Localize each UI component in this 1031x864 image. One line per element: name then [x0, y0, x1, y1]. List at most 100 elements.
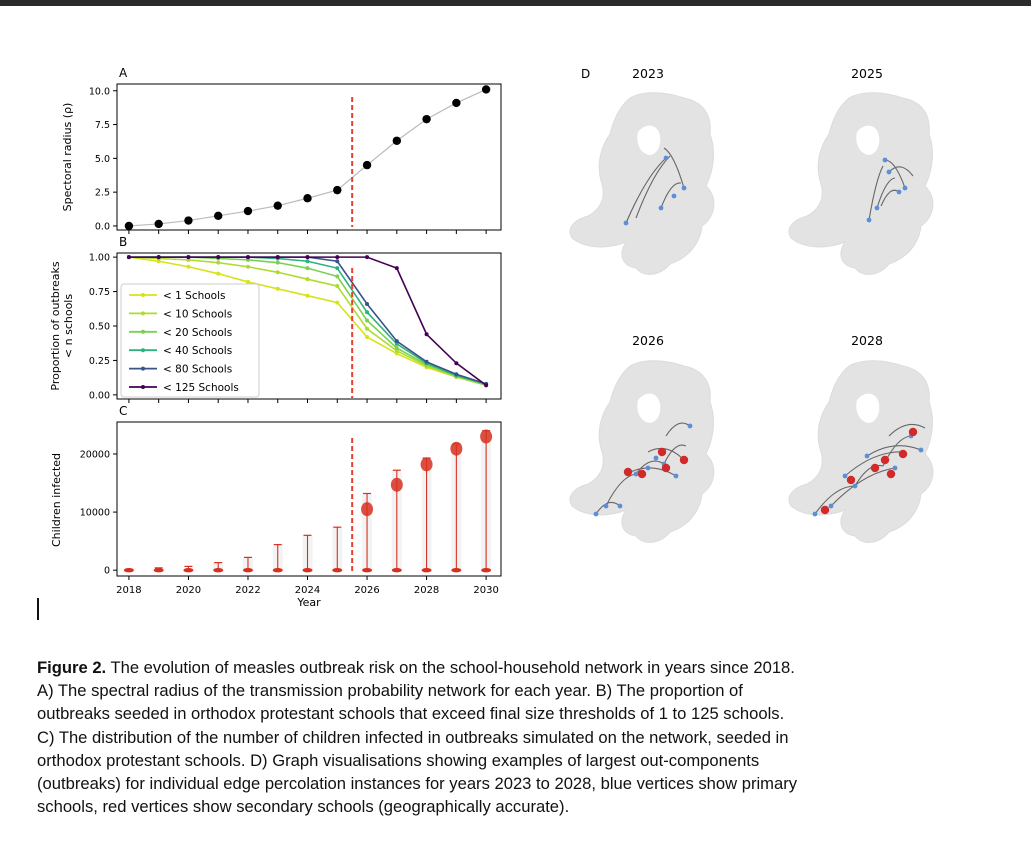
- panel-b-series-5-point-2027: [394, 266, 399, 271]
- figure-caption: Figure 2. The evolution of measles outbr…: [37, 656, 997, 818]
- panel-c-violin-mode-2028: [420, 457, 433, 472]
- panel-c-violin-base-2025: [332, 567, 343, 573]
- panel-b-series-5-point-2030: [484, 383, 489, 388]
- legend-label-4: < 80 Schools: [163, 364, 232, 376]
- panel-b-series-3-point-2027: [394, 341, 399, 346]
- panel-a-point-2029: [452, 98, 461, 108]
- panel-c-xtick-label-0: 2018: [116, 585, 141, 596]
- map-2023-edge-0: [625, 157, 667, 224]
- panel-b-series-2-point-2023: [275, 260, 280, 265]
- panel-b-proportion: 0.00 0.25 0.50 0.75 1.00: [89, 252, 502, 403]
- panel-c-xtick-label-3: 2024: [295, 585, 320, 596]
- map-2023: [569, 92, 715, 275]
- map-2026-primary-node-4: [673, 473, 679, 479]
- panel-c-ytick-label-1: 10000: [80, 508, 110, 519]
- panel-c-violin-base-2023: [272, 567, 283, 573]
- map-2028-primary-node-7: [864, 453, 870, 459]
- caption-line-6: (outbreaks) for individual edge percolat…: [37, 774, 798, 794]
- panel-b-series-1-point-2023: [275, 270, 280, 275]
- panel-a-ytick-label-1: 2.5: [95, 188, 110, 199]
- panel-label-a: A: [119, 66, 128, 80]
- panel-a-ytick-label-0: 0.0: [95, 221, 110, 232]
- legend-marker-3: [141, 348, 145, 353]
- map-2025-edge-3: [888, 166, 914, 177]
- panel-b-ytick-label-4: 1.00: [89, 253, 110, 264]
- caption-line-7: schools, red vertices show secondary sch…: [37, 797, 570, 817]
- map-2026-edge-2: [663, 444, 687, 465]
- panel-c-violin-mode-2027: [390, 477, 403, 492]
- legend-label-1: < 10 Schools: [163, 308, 232, 320]
- panel-a-ytick-label-2: 5.0: [95, 154, 110, 165]
- panel-b-series-5-point-2024: [305, 255, 310, 260]
- panel-c-violin-base-2029: [451, 567, 462, 573]
- panel-b-series-0-point-2023: [275, 286, 280, 291]
- legend-marker-0: [141, 293, 145, 297]
- legend-label-3: < 40 Schools: [163, 345, 232, 357]
- panel-b-series-4-point-2027: [394, 339, 399, 344]
- panel-c-children-infected: 0 10000 20000 2018 2020 2022 2024 2026 2028 2030: [80, 421, 502, 596]
- panel-b-series-5-point-2023: [275, 255, 280, 260]
- map-2028-secondary-node-6: [886, 469, 896, 479]
- map-2026-edge-1: [635, 460, 665, 475]
- panel-a-point-2018: [124, 221, 134, 231]
- panel-c-violin-base-2026: [362, 567, 373, 573]
- legend-marker-5: [141, 385, 145, 389]
- panel-label-b: B: [119, 235, 127, 249]
- map-2023-primary-node-2: [681, 185, 687, 191]
- map-2026-secondary-node-3: [679, 455, 689, 465]
- panel-label-c: C: [119, 404, 127, 418]
- panel-b-series-3-point-2024: [305, 259, 310, 264]
- panel-c-ytick-label-2: 20000: [80, 449, 110, 460]
- map-2026-edge-5: [595, 501, 621, 515]
- panel-b-series-0-point-2020: [186, 264, 191, 269]
- map-2026-secondary-node-0: [661, 463, 671, 473]
- panel-c-frame: [116, 421, 502, 577]
- caption-label: Figure 2.: [37, 658, 107, 677]
- panel-b-series-5-point-2022: [245, 255, 250, 260]
- panel-b-series-1-point-2020: [186, 257, 191, 262]
- map-2025: [788, 92, 934, 275]
- map-2023-primary-node-4: [671, 193, 677, 199]
- panel-b-series-3-point-2025: [335, 266, 340, 271]
- panel-b-series-1-point-2025: [335, 284, 340, 289]
- map-2028-secondary-node-4: [898, 449, 908, 459]
- panel-b-series-0-point-2026: [365, 335, 370, 340]
- map-2023-primary-node-1: [623, 220, 629, 226]
- panel-c-violin-mode-2029: [450, 441, 463, 456]
- panel-a-spectral-radius: 0.0 2.5 5.0 7.5 10.0: [89, 83, 502, 234]
- map-2023-edge-3: [660, 182, 682, 209]
- panel-b-series-3-point-2026: [365, 310, 370, 315]
- map-2026-primary-node-1: [617, 503, 623, 509]
- panel-b-series-2-point-2027: [394, 346, 399, 351]
- map-2025-primary-node-5: [886, 169, 892, 175]
- map-2028-land: [788, 360, 934, 543]
- map-2025-primary-node-3: [874, 205, 880, 211]
- map-2026-edge-0: [605, 473, 637, 507]
- panel-label-d: D: [581, 67, 590, 81]
- panel-a-series-line: [128, 88, 487, 227]
- map-2025-edge-1: [868, 165, 884, 221]
- panel-a-point-2028: [422, 114, 431, 124]
- panel-b-series-0-point-2025: [335, 300, 340, 305]
- panel-c-xlabel: Year: [296, 596, 321, 609]
- map-title-2025: 2025: [851, 66, 883, 81]
- panel-b-series-5-point-2029: [454, 361, 459, 366]
- map-2026-lake: [637, 393, 661, 423]
- panel-a-frame: [116, 83, 502, 231]
- legend-marker-1: [141, 311, 145, 316]
- panel-a-point-2027: [392, 136, 402, 145]
- panel-b-ytick-label-1: 0.25: [89, 356, 110, 367]
- panel-b-series-1-point-2022: [245, 264, 250, 269]
- map-2026-primary-node-0: [603, 503, 609, 509]
- panel-c-violin-base-2030: [481, 567, 492, 573]
- map-2028-primary-node-3: [892, 465, 898, 471]
- map-2025-primary-node-2: [866, 217, 872, 223]
- panel-b-series-0-point-2022: [245, 279, 250, 284]
- panel-b-series-0-point-2021: [216, 271, 221, 276]
- map-2023-edge-1: [663, 147, 685, 189]
- panel-b-series-2-point-2025: [335, 274, 340, 279]
- map-2028-primary-node-2: [852, 483, 858, 489]
- panel-c-ylabel: Children infected: [50, 453, 63, 547]
- panel-c-xtick-label-5: 2028: [414, 585, 439, 596]
- panel-b-series-0-point-2024: [305, 293, 310, 298]
